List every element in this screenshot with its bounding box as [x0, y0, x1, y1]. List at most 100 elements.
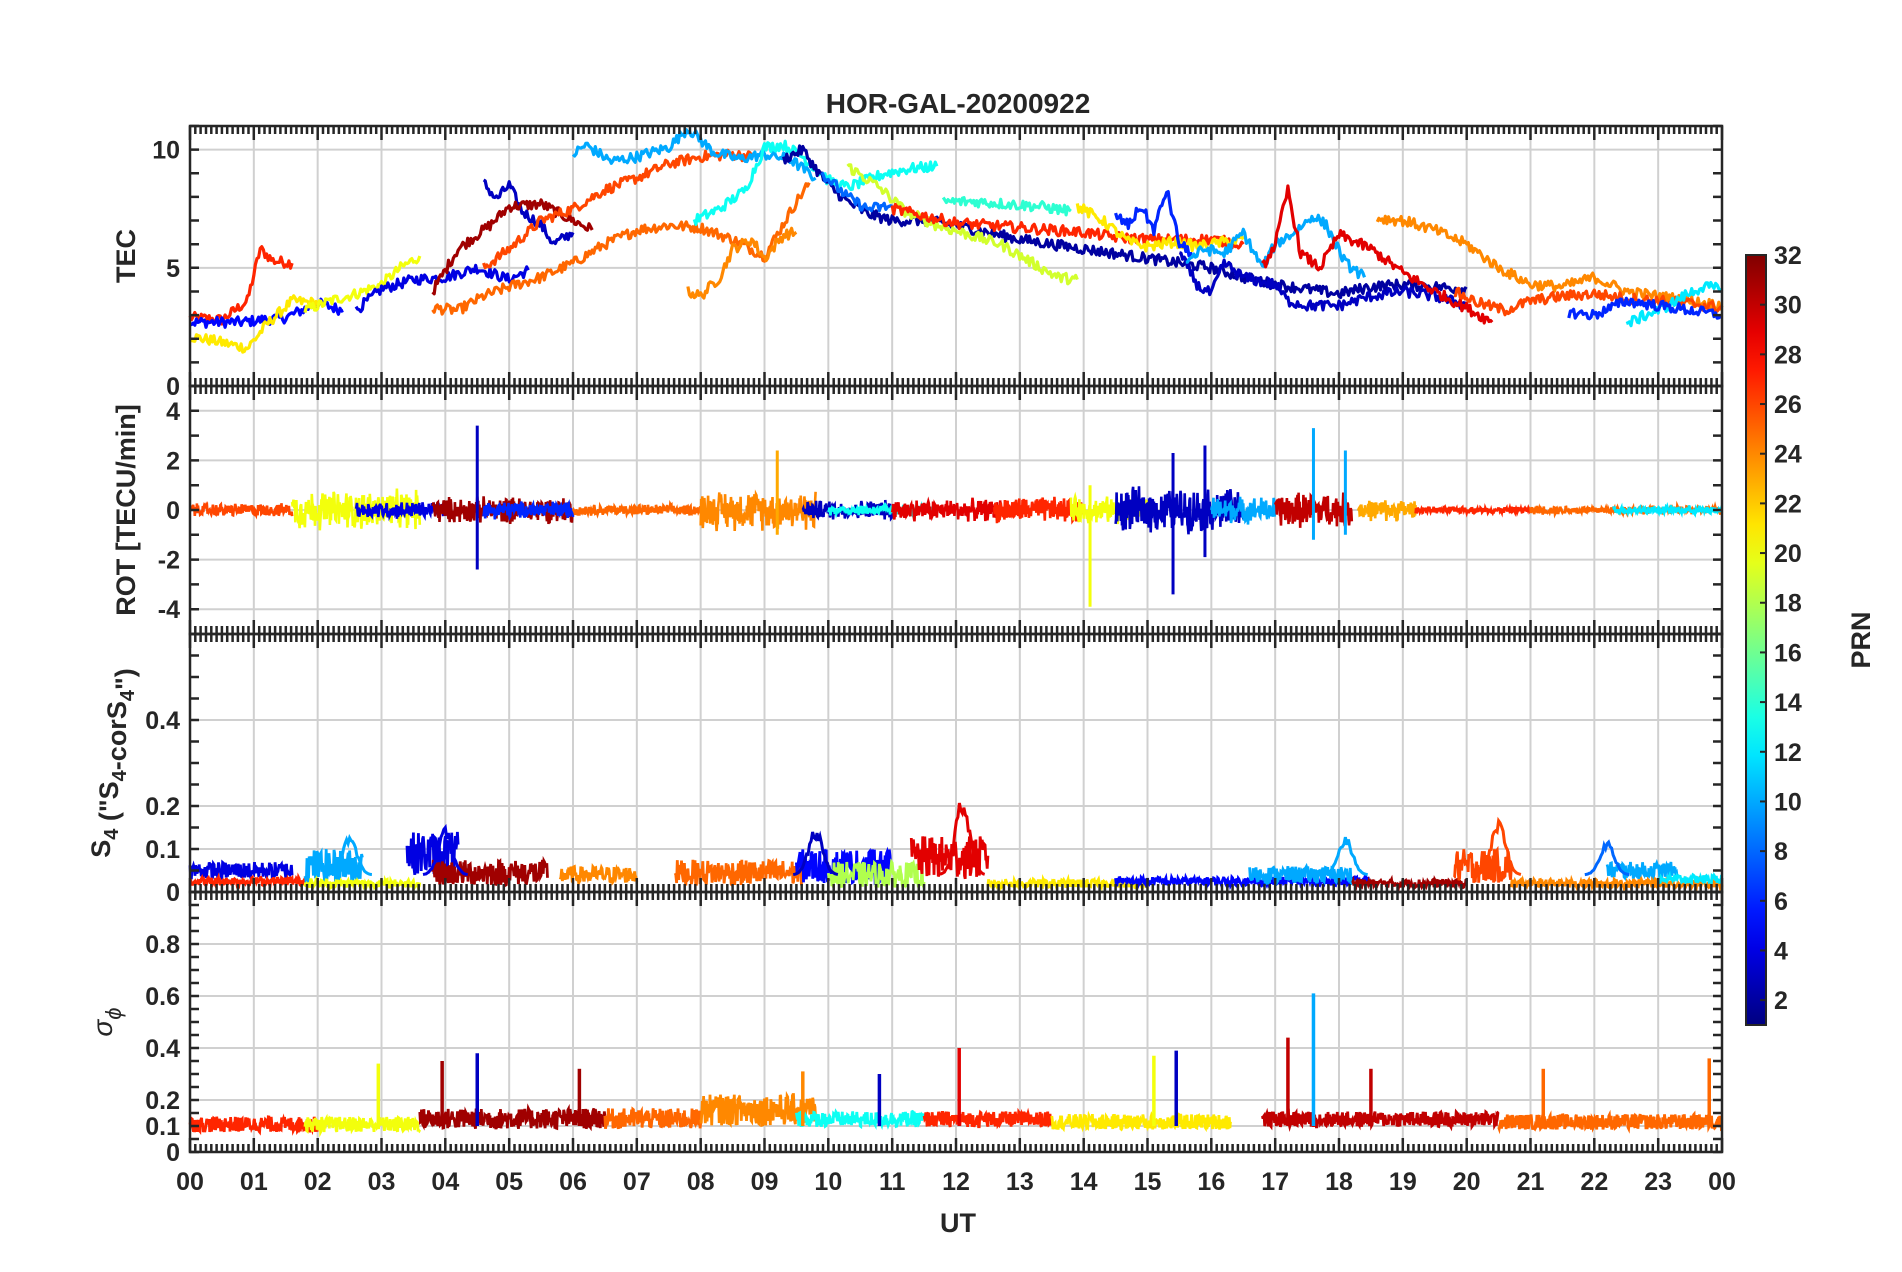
x-tick-label: 13	[1006, 1168, 1034, 1196]
sigma-series-prn-25	[603, 1105, 703, 1130]
panel-tec: 0 5 10	[152, 126, 1724, 401]
x-minor-ticks	[188, 892, 1724, 1152]
colorbar-tick-label: 10	[1774, 788, 1802, 816]
rot-series-prn-20	[290, 488, 422, 531]
y-axis-label-tec: TEC	[111, 229, 141, 283]
y-tick-label: 0	[166, 1139, 180, 1167]
colorbar-tick-label: 26	[1774, 391, 1802, 419]
tec-series-prn-27	[188, 245, 294, 326]
x-tick-label: 16	[1197, 1168, 1225, 1196]
rot-series-prn-25	[571, 499, 702, 519]
x-tick-label: 23	[1644, 1168, 1672, 1196]
tec-series-prn-24	[686, 226, 798, 300]
series-group-tec	[188, 128, 1724, 354]
s4-series-prn-10	[1248, 862, 1353, 887]
series-group-rot	[189, 425, 1723, 607]
rot-series-prn-4	[354, 501, 447, 522]
s4-series-prn-4	[188, 859, 294, 883]
y-tick-label: 0	[166, 879, 180, 907]
s4-peak-prn-4	[422, 823, 468, 876]
x-tick-label: 07	[623, 1168, 651, 1196]
y-tick-label: 0.6	[145, 983, 180, 1011]
tec-series-prn-26	[482, 148, 754, 270]
rot-series-prn-31	[431, 496, 575, 525]
tec-series-prn-14	[941, 196, 1072, 217]
y-axis-label-rot: ROT [TECU/min]	[111, 404, 141, 615]
x-tick-label: 12	[942, 1168, 970, 1196]
x-tick-label: 11	[879, 1168, 906, 1196]
s4-peak-prn-10	[327, 833, 372, 877]
y-tick-label: 0.1	[145, 1113, 180, 1141]
colorbar-tick-label: 4	[1774, 937, 1788, 965]
colorbar-tick-label: 30	[1774, 292, 1802, 320]
rot-series-prn-27	[1414, 502, 1532, 518]
tec-series-prn-6	[1114, 190, 1193, 258]
x-tick-label: 08	[687, 1168, 715, 1196]
colorbar-tick-label: 22	[1774, 490, 1802, 518]
colorbar-tick-label: 8	[1774, 838, 1788, 866]
s4-series-prn-12	[1656, 870, 1723, 888]
y-minor-ticks	[190, 890, 1722, 1154]
panel-sigma: 00.10.2 0.4 0.6 0.8	[145, 892, 1723, 1167]
s4-peak-prn-29	[939, 802, 986, 876]
s4-peak-prn-8	[1584, 839, 1630, 877]
panel-s4: 0 0.1 0.2 0.4	[145, 634, 1724, 907]
y-tick-label: 0.2	[145, 793, 180, 821]
tec-series-prn-3	[482, 178, 575, 246]
series-group-s4	[188, 802, 1724, 894]
s4-peak-prn-10	[1322, 836, 1368, 876]
s4-series-prn-5	[1114, 872, 1373, 891]
colorbar-tick-label: 24	[1774, 441, 1802, 469]
rot-series-prn-26	[189, 501, 294, 520]
colorbar-gradient	[1745, 254, 1767, 1026]
x-tick-label: 03	[368, 1168, 396, 1196]
y-tick-label: 0	[166, 497, 180, 525]
colorbar-tick-label: 6	[1774, 888, 1788, 916]
rot-series-prn-27	[993, 496, 1085, 525]
sigma-series-prn-24	[699, 1090, 817, 1128]
rot-series-prn-6	[482, 499, 575, 521]
colorbar-tick-label: 14	[1774, 689, 1802, 717]
x-tick-label: 02	[304, 1168, 332, 1196]
s4-peak-prn-3	[793, 830, 839, 876]
x-tick-label: 20	[1453, 1168, 1481, 1196]
tec-series-prn-20	[303, 255, 422, 313]
x-tick-label: 00	[1708, 1168, 1736, 1196]
x-tick-label: 14	[1070, 1168, 1098, 1196]
sigma-series-prn-31	[418, 1103, 607, 1132]
series-group-sigma	[188, 993, 1723, 1138]
sigma-series-prn-20	[303, 1113, 422, 1138]
rot-series-prn-12	[1612, 502, 1723, 519]
x-tick-label: 00	[176, 1168, 204, 1196]
x-minor-ticks	[188, 126, 1724, 386]
y-axis-label-sigma: σϕ	[87, 1007, 126, 1036]
y-tick-label: 0.4	[145, 1035, 180, 1063]
s4-series-prn-27	[189, 872, 307, 890]
colorbar-tick-label: 16	[1774, 639, 1802, 667]
y-tick-label: 4	[166, 398, 180, 426]
x-tick-label: 15	[1134, 1168, 1162, 1196]
colorbar-tick-label: 20	[1774, 540, 1802, 568]
x-tick-label: 22	[1580, 1168, 1608, 1196]
sigma-series-prn-27	[188, 1113, 320, 1136]
s4-series-prn-29	[909, 836, 990, 880]
x-tick-label: 05	[495, 1168, 523, 1196]
sigma-series-prn-25	[1497, 1109, 1723, 1135]
tec-series-prn-31	[431, 198, 594, 296]
x-tick-label: 17	[1261, 1168, 1289, 1196]
tec-series-prn-12	[1625, 280, 1724, 328]
y-tick-label: 0.2	[145, 1087, 180, 1115]
y-tick-label: 5	[166, 255, 180, 283]
s4-series-prn-24	[1509, 874, 1724, 894]
x-tick-label: 18	[1325, 1168, 1353, 1196]
chart-title: HOR-GAL-20200922	[826, 88, 1091, 119]
x-axis: 00 01 02 03 04 05 06 07 08 09 10 11 12 13 14 15 16 17 18 19…	[176, 1168, 1736, 1196]
colorbar-tick-label: 12	[1774, 739, 1802, 767]
colorbar-tick-label: 32	[1774, 242, 1802, 270]
colorbar-tick-label: 2	[1774, 987, 1788, 1015]
y-tick-label: -2	[158, 547, 180, 575]
colorbar-label: PRN	[1846, 611, 1876, 668]
tec-series-prn-21	[189, 294, 319, 354]
